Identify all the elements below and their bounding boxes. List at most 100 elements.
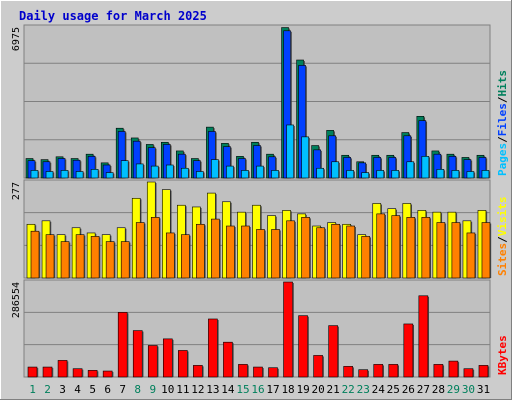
bar-shadow (290, 31, 292, 179)
bar-shadow (353, 171, 355, 178)
x-tick-label-day-29: 29 (447, 383, 460, 396)
bar-pages-day-26 (406, 161, 415, 179)
bar-kbytes-day-11 (178, 350, 188, 378)
bar-shadow (110, 166, 112, 178)
bar-shadow (382, 365, 384, 377)
bar-shadow (263, 167, 265, 178)
bar-shadow (187, 351, 189, 377)
bar-kbytes-day-1 (27, 366, 38, 378)
y-max-label-kbytes: 286554 (11, 282, 22, 318)
bar-shadow (320, 150, 322, 178)
bar-pages-day-16 (256, 165, 264, 179)
bar-pages-day-18 (286, 124, 294, 179)
axis-legend-part: / (496, 136, 509, 143)
bar-shadow (485, 158, 488, 178)
bar-shadow (338, 162, 340, 178)
bar-shadow (170, 145, 172, 178)
axis-legend-part: / (496, 236, 509, 243)
bar-shadow (157, 346, 159, 377)
bar-kbytes-day-5 (87, 370, 98, 378)
bar-shadow (142, 331, 144, 377)
bar-kbytes-day-21 (328, 325, 338, 378)
bar-pages-day-2 (45, 171, 54, 179)
x-tick-label-day-10: 10 (161, 383, 174, 396)
bar-shadow (200, 161, 202, 178)
bar-shadow (458, 171, 461, 178)
bar-shadow (37, 368, 39, 377)
chart-panels: 6975Pages/Files/Hits277Sites/Visits28655… (11, 24, 509, 378)
bar-shadow (368, 173, 370, 178)
axis-legend-part: KBytes (496, 335, 509, 375)
bar-kbytes-day-4 (72, 368, 83, 378)
bar-sites-day-14 (226, 225, 235, 279)
x-tick-label-day-28: 28 (432, 383, 445, 396)
bar-sites-day-26 (406, 217, 416, 279)
bar-shadow (293, 125, 295, 178)
bar-shadow (339, 225, 341, 278)
bar-shadow (69, 242, 71, 278)
x-tick-label-day-21: 21 (327, 383, 340, 396)
bar-shadow (384, 214, 386, 278)
bar-shadow (218, 160, 220, 178)
x-tick-label-day-1: 1 (29, 383, 36, 396)
bar-sites-day-8 (135, 222, 145, 279)
bar-shadow (397, 365, 399, 377)
bar-kbytes-day-26 (403, 323, 414, 378)
bar-shadow (474, 233, 477, 278)
bar-kbytes-day-29 (448, 360, 459, 378)
bar-pages-day-1 (30, 170, 39, 179)
bar-shadow (65, 159, 67, 178)
bar-kbytes-day-30 (463, 368, 474, 378)
bar-kbytes-day-17 (268, 367, 278, 378)
x-tick-label-day-19: 19 (296, 383, 309, 396)
bar-shadow (399, 216, 401, 278)
bar-shadow (380, 158, 382, 178)
bar-shadow (95, 157, 97, 178)
bar-kbytes-day-23 (358, 369, 369, 378)
bar-kbytes-day-28 (433, 364, 444, 378)
bar-sites-day-2 (45, 234, 55, 279)
bar-kbytes-day-15 (238, 364, 248, 378)
bar-kbytes-day-25 (388, 364, 399, 378)
bar-shadow (188, 169, 190, 178)
bar-pages-day-4 (75, 171, 84, 179)
bar-shadow (425, 121, 428, 178)
bar-shadow (247, 365, 249, 377)
bar-kbytes-day-19 (298, 315, 308, 378)
bar-sites-day-18 (286, 220, 295, 279)
bar-shadow (352, 367, 354, 377)
bar-shadow (53, 172, 55, 178)
bar-sites-day-3 (60, 241, 70, 279)
x-tick-label-day-14: 14 (221, 383, 235, 396)
bar-shadow (217, 319, 219, 377)
bar-kbytes-day-2 (42, 366, 53, 378)
bar-pages-day-30 (466, 171, 475, 179)
bar-pages-day-24 (376, 170, 385, 179)
bar-pages-day-28 (436, 169, 445, 179)
bar-sites-day-27 (421, 217, 431, 279)
x-tick-label-day-7: 7 (119, 383, 126, 396)
bar-shadow (52, 368, 54, 377)
bar-pages-day-17 (271, 170, 279, 179)
bar-sites-day-19 (301, 217, 310, 279)
bar-kbytes-day-10 (162, 338, 173, 378)
bar-shadow (410, 136, 413, 178)
bar-shadow (50, 162, 52, 178)
x-tick-label-day-3: 3 (59, 383, 66, 396)
bar-shadow (172, 339, 174, 377)
bar-pages-day-11 (181, 167, 189, 179)
bar-shadow (219, 220, 221, 278)
x-tick-label-day-17: 17 (266, 383, 279, 396)
bar-shadow (427, 296, 430, 377)
bar-shadow (249, 227, 251, 278)
bar-shadow (279, 230, 281, 278)
bar-shadow (292, 283, 294, 377)
bar-shadow (442, 365, 445, 377)
bar-kbytes-day-22 (343, 366, 353, 378)
axis-legend-part: Visits (496, 197, 509, 237)
bar-kbytes-day-12 (193, 365, 203, 378)
bar-kbytes-day-31 (478, 365, 489, 378)
axis-legend-kbytes: KBytes (496, 335, 509, 375)
bar-pages-day-9 (150, 165, 159, 179)
